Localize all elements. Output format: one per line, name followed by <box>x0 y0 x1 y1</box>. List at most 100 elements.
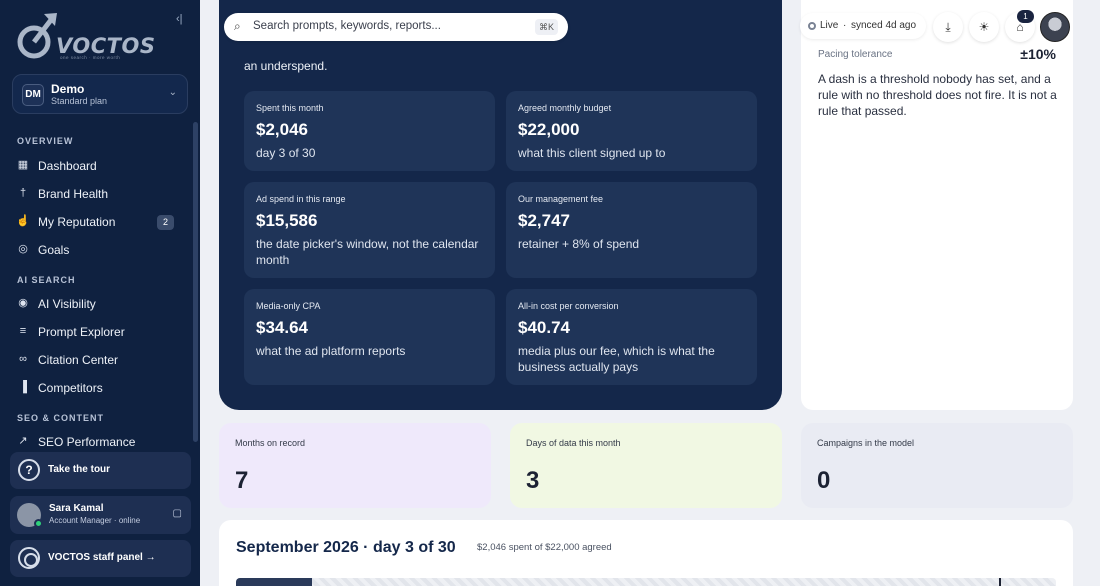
stat-ad-spend-range: Ad spend in this range $15,586 the date … <box>244 182 495 278</box>
brand-name: VOCTOS <box>56 34 156 58</box>
user-role: Account Manager · online <box>49 516 141 525</box>
list-icon: ≡ <box>19 325 27 337</box>
stat-sub: the date picker's window, not the calend… <box>256 237 479 267</box>
workspace-name: Demo <box>51 82 85 96</box>
sidebar-item-dashboard[interactable]: ▦ Dashboard <box>10 153 186 179</box>
sidebar-item-prompt-explorer[interactable]: ≡ Prompt Explorer <box>10 319 186 345</box>
stat-media-only-cpa: Media-only CPA $34.64 what the ad platfo… <box>244 289 495 385</box>
month-summary: $2,046 spent of $22,000 agreed <box>477 542 612 553</box>
kpi-label: Days of data this month <box>526 438 621 448</box>
sidebar-scrollbar[interactable] <box>193 122 198 442</box>
sidebar: VOCTOS one search · more worth ‹| DM Dem… <box>0 0 200 586</box>
download-button[interactable]: ⤓ <box>933 12 963 42</box>
search-input[interactable]: Search prompts, keywords, reports... <box>253 20 441 32</box>
online-status-icon <box>34 519 43 528</box>
sidebar-item-label: Prompt Explorer <box>38 325 125 339</box>
user-name: Sara Kamal <box>49 503 104 514</box>
sidebar-item-my-reputation[interactable]: ☝ My Reputation 2 <box>10 209 186 235</box>
stat-sub: media plus our fee, which is what the bu… <box>518 344 715 374</box>
sidebar-item-citation-center[interactable]: ∞ Citation Center <box>10 347 186 373</box>
stat-value: $2,046 <box>256 120 308 139</box>
stat-label: Agreed monthly budget <box>518 103 612 113</box>
stat-label: All-in cost per conversion <box>518 301 619 311</box>
notification-count-badge: 1 <box>1017 10 1034 23</box>
avatar[interactable] <box>1040 12 1070 42</box>
sidebar-item-competitors[interactable]: ▐ Competitors <box>10 375 186 401</box>
kpi-value: 0 <box>817 467 831 494</box>
stat-all-in-cpa: All-in cost per conversion $40.74 media … <box>506 289 757 385</box>
kpi-campaigns-in-model: Campaigns in the model 0 <box>801 423 1073 508</box>
section-title-overview: OVERVIEW <box>17 136 74 146</box>
live-label: Live <box>820 20 839 31</box>
take-tour-button[interactable]: ? Take the tour <box>10 452 191 489</box>
live-status-pill[interactable]: Live · synced 4d ago <box>800 13 926 39</box>
kpi-label: Months on record <box>235 438 306 448</box>
section-title-ai-search: AI SEARCH <box>17 275 76 285</box>
download-icon: ⤓ <box>945 20 951 34</box>
collapse-sidebar-icon[interactable]: ‹| <box>176 13 183 25</box>
stat-sub: day 3 of 30 <box>256 146 316 160</box>
staff-panel-icon <box>18 547 40 569</box>
message-icon[interactable]: ▢ <box>172 508 182 519</box>
trend-icon: ↗ <box>18 435 28 447</box>
reputation-count-badge: 2 <box>157 215 174 230</box>
sidebar-item-label: SEO Performance <box>38 435 136 447</box>
kpi-days-of-data: Days of data this month 3 <box>510 423 782 508</box>
month-pacing-card: September 2026 · day 3 of 30 $2,046 spen… <box>219 520 1073 586</box>
user-card[interactable]: Sara Kamal Account Manager · online ▢ <box>10 496 191 534</box>
sidebar-item-brand-health[interactable]: † Brand Health <box>10 181 186 207</box>
agreed-budget-marker <box>999 578 1001 586</box>
pacing-card: Pacing tolerance ±10% A dash is a thresh… <box>801 0 1073 410</box>
kpi-months-on-record: Months on record 7 <box>219 423 491 508</box>
link-icon: ∞ <box>19 353 27 365</box>
sidebar-item-seo-performance[interactable]: ↗ SEO Performance <box>10 429 186 447</box>
search-bar[interactable]: ⌕ Search prompts, keywords, reports... ⌘… <box>224 13 568 41</box>
sidebar-item-label: Goals <box>38 243 70 257</box>
staff-panel-label: VOCTOS staff panel → <box>48 552 156 563</box>
pacing-label: Pacing tolerance <box>818 49 893 60</box>
search-icon: ⌕ <box>234 19 241 33</box>
pacing-description: A dash is a threshold nobody has set, an… <box>818 72 1057 118</box>
spend-progress-fill <box>236 578 312 586</box>
sidebar-item-goals[interactable]: ◎ Goals <box>10 237 186 263</box>
stat-value: $2,747 <box>518 211 570 230</box>
stat-value: $40.74 <box>518 318 570 337</box>
staff-panel-button[interactable]: VOCTOS staff panel → <box>10 540 191 577</box>
bell-icon: ⌂ <box>1016 20 1024 34</box>
theme-toggle-button[interactable]: ☀ <box>969 12 999 42</box>
stat-sub: what this client signed up to <box>518 146 666 160</box>
synced-label: synced 4d ago <box>851 20 917 31</box>
hero-description: an underspend. <box>244 59 328 73</box>
stat-label: Spent this month <box>256 103 324 113</box>
pacing-value: ±10% <box>1020 46 1056 62</box>
sidebar-item-label: Citation Center <box>38 353 119 367</box>
kpi-value: 7 <box>235 467 249 494</box>
stat-value: $34.64 <box>256 318 308 337</box>
sidebar-item-label: Brand Health <box>38 187 109 201</box>
sidebar-item-ai-visibility[interactable]: ◉ AI Visibility <box>10 291 186 317</box>
workspace-plan: Standard plan <box>51 96 108 106</box>
sidebar-item-label: Dashboard <box>38 159 97 173</box>
section-title-seo-content: SEO & CONTENT <box>17 413 105 423</box>
workspace-switcher[interactable]: DM Demo Standard plan ⌄ <box>12 74 188 114</box>
bar-chart-icon: ▐ <box>19 381 27 393</box>
voctos-logo-icon <box>17 13 57 59</box>
kpi-value: 3 <box>526 467 540 494</box>
stat-value: $15,586 <box>256 211 318 230</box>
budget-hero-card: an underspend. Spent this month $2,046 d… <box>219 0 782 410</box>
grid-icon: ▦ <box>17 159 29 171</box>
brand-tagline: one search · more worth <box>60 55 121 60</box>
sun-icon: ☀ <box>978 20 990 34</box>
search-shortcut: ⌘K <box>534 19 558 35</box>
brand-logo[interactable]: VOCTOS one search · more worth <box>14 12 155 62</box>
stat-value: $22,000 <box>518 120 580 139</box>
eye-icon: ◉ <box>18 297 28 309</box>
thumbs-icon: ☝ <box>16 215 30 227</box>
stat-sub: retainer + 8% of spend <box>518 237 640 251</box>
sidebar-item-label: AI Visibility <box>38 297 96 311</box>
chevron-down-icon: ⌄ <box>168 87 177 98</box>
target-icon: ◎ <box>18 243 28 255</box>
kpi-label: Campaigns in the model <box>817 438 915 448</box>
stat-sub: what the ad platform reports <box>256 344 406 358</box>
month-title: September 2026 · day 3 of 30 <box>236 539 456 556</box>
